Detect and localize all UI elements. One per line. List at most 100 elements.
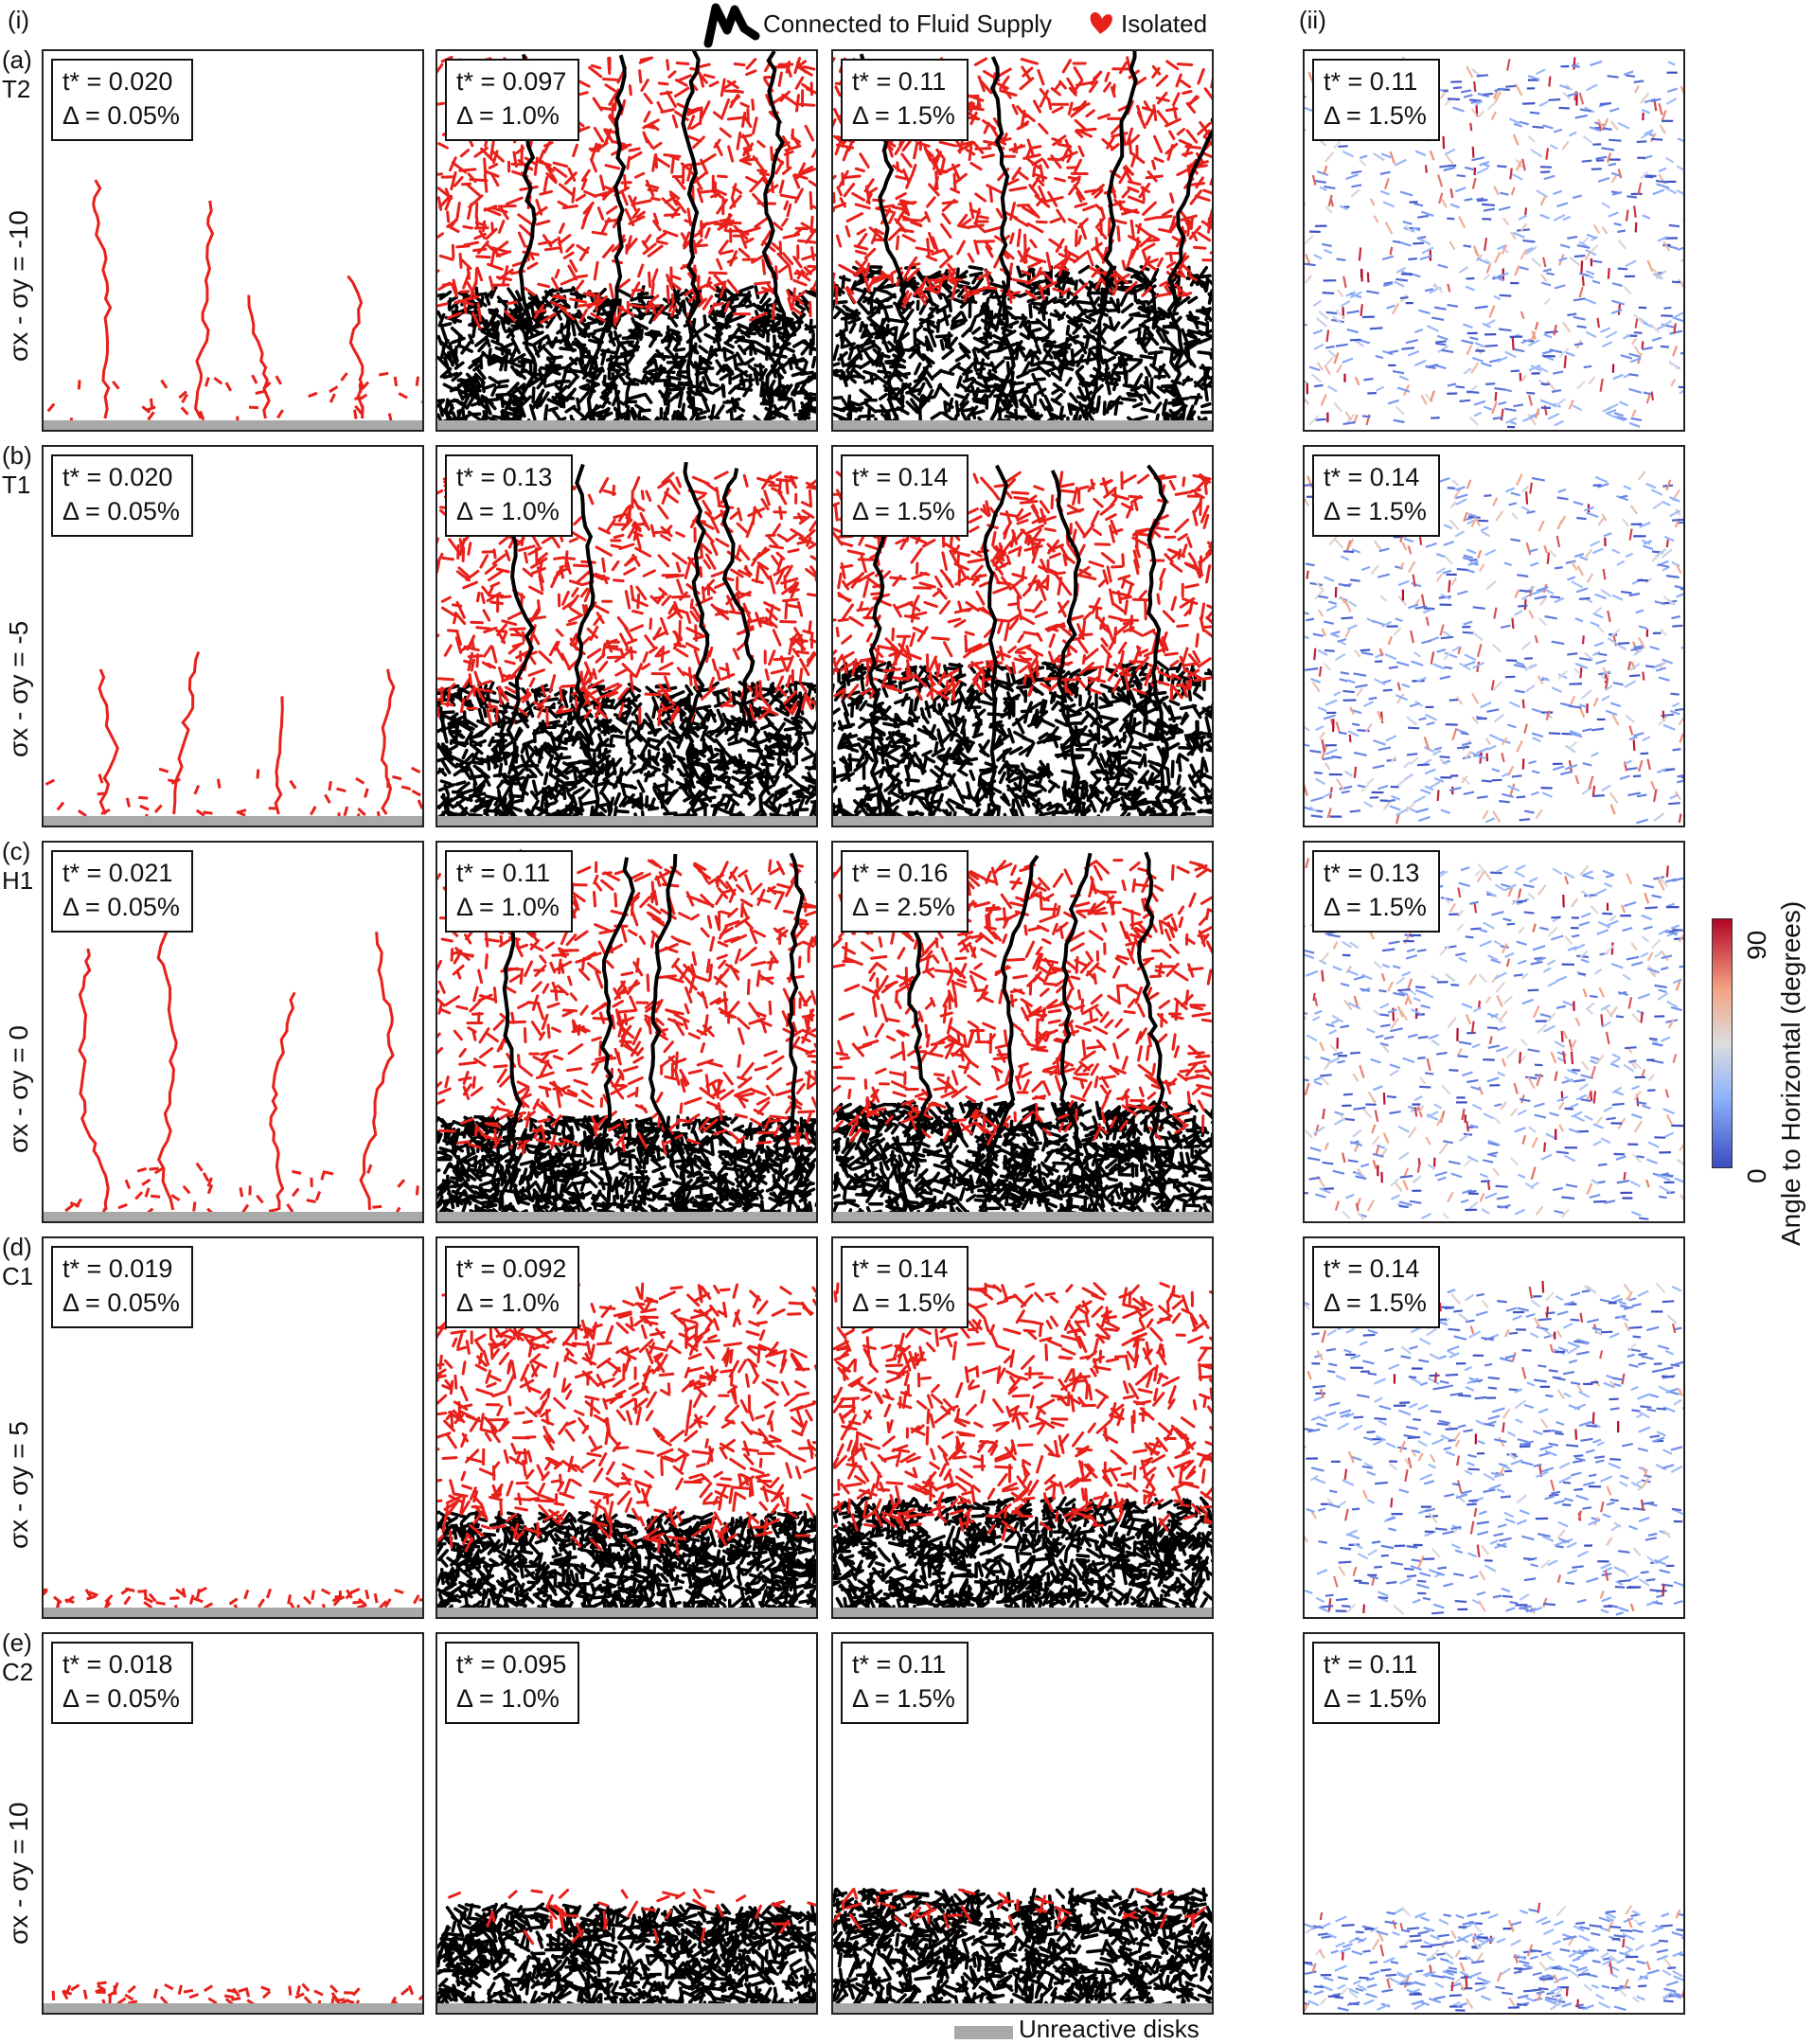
row-label: (a)T2 (2, 45, 32, 104)
time-label: t* = 0.092 (456, 1252, 566, 1286)
strain-label: Δ = 1.5% (852, 98, 955, 133)
angle-segments-group (1305, 1903, 1685, 2011)
unreactive-disks-band (44, 816, 424, 827)
time-label: t* = 0.018 (62, 1647, 180, 1681)
stress-label: σx - σy = 5 (4, 1421, 34, 1549)
isolated-legend-icon (1087, 6, 1119, 38)
strain-label: Δ = 0.05% (62, 98, 180, 133)
strain-label: Δ = 1.5% (852, 494, 955, 528)
time-label: t* = 0.13 (1324, 856, 1427, 890)
strain-label: Δ = 1.5% (1324, 1681, 1427, 1715)
time-label: t* = 0.11 (456, 856, 560, 890)
strain-label: Δ = 0.05% (62, 494, 180, 528)
unreactive-disks-band (833, 1212, 1214, 1223)
row-label: (d)C1 (2, 1233, 33, 1291)
row-label: (b)T1 (2, 441, 32, 500)
isolated-fracture-group (45, 652, 422, 824)
time-label: t* = 0.16 (852, 856, 955, 890)
stress-label: σx - σy = -10 (4, 210, 34, 362)
connected-legend-icon (702, 2, 761, 49)
row-label: (c)H1 (2, 837, 33, 896)
stress-label: σx - σy = 10 (4, 1803, 34, 1946)
row-tag: (e) (2, 1628, 33, 1658)
row-name: H1 (2, 866, 33, 896)
time-label: t* = 0.11 (852, 1647, 955, 1681)
unreactive-disks-band (437, 2003, 818, 2015)
unreactive-disks-band (833, 2003, 1214, 2015)
strain-label: Δ = 0.05% (62, 1286, 180, 1320)
unreactive-disks-band (833, 420, 1214, 432)
time-label: t* = 0.14 (1324, 1252, 1427, 1286)
strain-label: Δ = 1.5% (852, 1286, 955, 1320)
unreactive-disks-band (833, 816, 1214, 827)
angle-segments-group (1305, 1281, 1685, 1615)
row-name: T2 (2, 75, 32, 104)
time-label: t* = 0.095 (456, 1647, 566, 1681)
strain-label: Δ = 1.0% (456, 1286, 566, 1320)
unreactive-legend-swatch (954, 2026, 1013, 2039)
unreactive-disks-band (44, 1212, 424, 1223)
fracture-network-group (833, 1283, 1214, 1619)
colorbar (1712, 918, 1733, 1168)
colorbar-min-label: 0 (1742, 1168, 1772, 1183)
strain-label: Δ = 1.5% (1324, 890, 1427, 924)
time-label: t* = 0.13 (456, 460, 560, 494)
column-label-ii: (ii) (1299, 8, 1326, 32)
unreactive-legend-label: Unreactive disks (1019, 2015, 1200, 2044)
time-label: t* = 0.020 (62, 64, 180, 98)
time-label: t* = 0.14 (1324, 460, 1427, 494)
stress-label: σx - σy = -5 (4, 621, 34, 757)
isolated-fracture-group (65, 916, 418, 1218)
time-label: t* = 0.097 (456, 64, 566, 98)
strain-label: Δ = 1.0% (456, 98, 566, 133)
strain-label: Δ = 1.5% (1324, 1286, 1427, 1320)
unreactive-disks-band (437, 816, 818, 827)
strain-label: Δ = 1.0% (456, 494, 560, 528)
strain-label: Δ = 1.0% (456, 1681, 566, 1715)
connected-legend-label: Connected to Fluid Supply (763, 9, 1052, 39)
unreactive-disks-band (44, 2003, 424, 2015)
row-name: C1 (2, 1262, 33, 1291)
fracture-network-group (437, 1890, 818, 2015)
fracture-network-group (833, 1889, 1214, 2015)
colorbar-max-label: 90 (1742, 931, 1772, 960)
strain-label: Δ = 0.05% (62, 890, 180, 924)
time-label: t* = 0.14 (852, 460, 955, 494)
row-tag: (b) (2, 441, 32, 471)
strain-label: Δ = 2.5% (852, 890, 955, 924)
unreactive-disks-band (44, 1608, 424, 1619)
unreactive-disks-band (44, 420, 424, 432)
strain-label: Δ = 1.5% (1324, 494, 1427, 528)
colorbar-title: Angle to Horizontal (degrees) (1776, 901, 1806, 1246)
row-name: C2 (2, 1658, 33, 1687)
time-label: t* = 0.019 (62, 1252, 180, 1286)
